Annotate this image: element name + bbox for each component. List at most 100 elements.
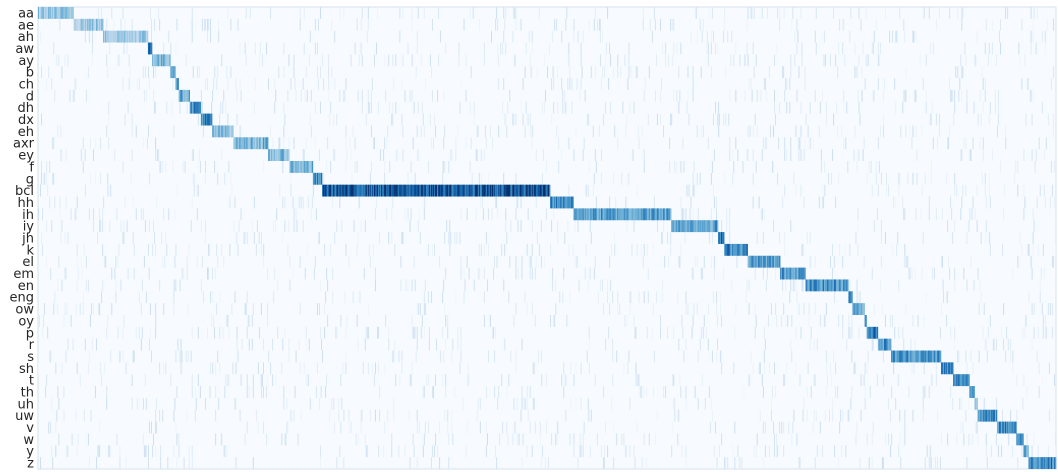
noise-cell <box>216 303 218 315</box>
noise-cell <box>625 196 627 209</box>
heatmap-cell-ih <box>639 208 641 221</box>
heatmap-cell-ih <box>665 208 667 221</box>
heatmap-cell-el <box>761 255 764 268</box>
noise-cell <box>548 457 550 469</box>
noise-cell <box>253 196 255 209</box>
noise-cell <box>99 445 101 458</box>
heatmap-cell-ih <box>644 208 647 221</box>
noise-cell <box>367 18 369 31</box>
heatmap-cell-eh <box>213 125 215 138</box>
noise-cell <box>287 243 289 256</box>
noise-cell <box>785 78 787 90</box>
noise-cell <box>352 125 354 138</box>
noise-cell <box>393 409 395 422</box>
noise-cell <box>261 374 263 387</box>
noise-cell <box>497 255 499 268</box>
heatmap-cell-b <box>174 66 176 79</box>
noise-cell <box>731 30 733 43</box>
noise-cell <box>47 326 49 339</box>
noise-cell <box>445 374 447 387</box>
noise-cell <box>345 350 347 363</box>
noise-cell <box>664 255 666 268</box>
noise-cell <box>278 137 280 150</box>
noise-cell <box>662 291 664 304</box>
noise-cell <box>96 338 98 351</box>
noise-cell <box>814 303 816 315</box>
noise-cell <box>884 232 886 244</box>
noise-cell <box>506 125 508 138</box>
heatmap-cell-ih <box>647 208 650 221</box>
heatmap-cell-ih <box>581 208 583 221</box>
noise-cell <box>155 409 157 422</box>
noise-cell <box>196 66 198 79</box>
noise-cell <box>463 267 465 280</box>
noise-cell <box>673 18 675 31</box>
heatmap-cell-jh <box>718 232 720 244</box>
noise-cell <box>159 18 161 31</box>
noise-cell <box>60 232 62 244</box>
noise-cell <box>784 243 786 256</box>
noise-cell <box>685 457 687 469</box>
noise-cell <box>875 161 877 173</box>
noise-cell <box>208 243 210 256</box>
heatmap-cell-s <box>905 350 907 363</box>
noise-cell <box>497 397 499 410</box>
heatmap-cell-bcl <box>492 184 494 197</box>
heatmap-cell-s <box>909 350 911 363</box>
noise-cell <box>197 326 199 339</box>
noise-cell <box>221 149 223 161</box>
noise-cell <box>842 315 844 327</box>
noise-cell <box>858 326 860 339</box>
noise-cell <box>470 137 472 150</box>
noise-cell <box>856 291 858 304</box>
noise-cell <box>543 255 545 268</box>
noise-cell <box>395 374 397 387</box>
heatmap-cell-axr <box>245 137 247 150</box>
heatmap-cell-bcl <box>525 184 527 197</box>
heatmap-cell-em <box>803 267 805 280</box>
noise-cell <box>206 18 209 31</box>
noise-cell <box>193 184 195 197</box>
noise-cell <box>555 433 557 446</box>
noise-cell <box>929 457 931 469</box>
noise-cell <box>777 445 779 458</box>
noise-cell <box>779 101 781 114</box>
noise-cell <box>552 66 554 79</box>
heatmap-cell-en <box>817 279 820 292</box>
noise-cell <box>642 18 644 31</box>
noise-cell <box>882 113 884 126</box>
noise-cell <box>299 362 301 375</box>
heatmap-cell-bcl <box>516 184 518 197</box>
noise-cell <box>1018 255 1020 268</box>
noise-cell <box>719 125 721 138</box>
noise-cell <box>680 386 682 398</box>
noise-cell <box>626 220 628 233</box>
noise-cell <box>318 397 320 410</box>
noise-cell <box>793 279 795 292</box>
heatmap-cell-ih <box>628 208 630 221</box>
heatmap-cell-w <box>1020 433 1022 446</box>
noise-cell <box>1041 101 1043 114</box>
noise-cell <box>750 7 752 19</box>
noise-cell <box>714 42 716 55</box>
heatmap-cell-axr <box>264 137 266 150</box>
noise-cell <box>566 7 568 19</box>
noise-cell <box>240 89 242 102</box>
noise-cell <box>754 326 756 339</box>
noise-cell <box>391 232 393 244</box>
noise-cell <box>795 326 797 339</box>
noise-cell <box>463 291 465 304</box>
noise-cell <box>809 232 811 244</box>
noise-cell <box>63 315 65 327</box>
noise-cell <box>76 196 78 209</box>
noise-cell <box>398 445 400 458</box>
noise-cell <box>950 89 952 102</box>
heatmap-cell-s <box>926 350 929 363</box>
noise-cell <box>713 255 715 268</box>
noise-cell <box>715 208 718 221</box>
noise-cell <box>87 433 89 446</box>
noise-cell <box>565 409 567 422</box>
heatmap-cell-dh <box>190 101 193 114</box>
noise-cell <box>158 7 160 19</box>
noise-cell <box>541 445 543 458</box>
